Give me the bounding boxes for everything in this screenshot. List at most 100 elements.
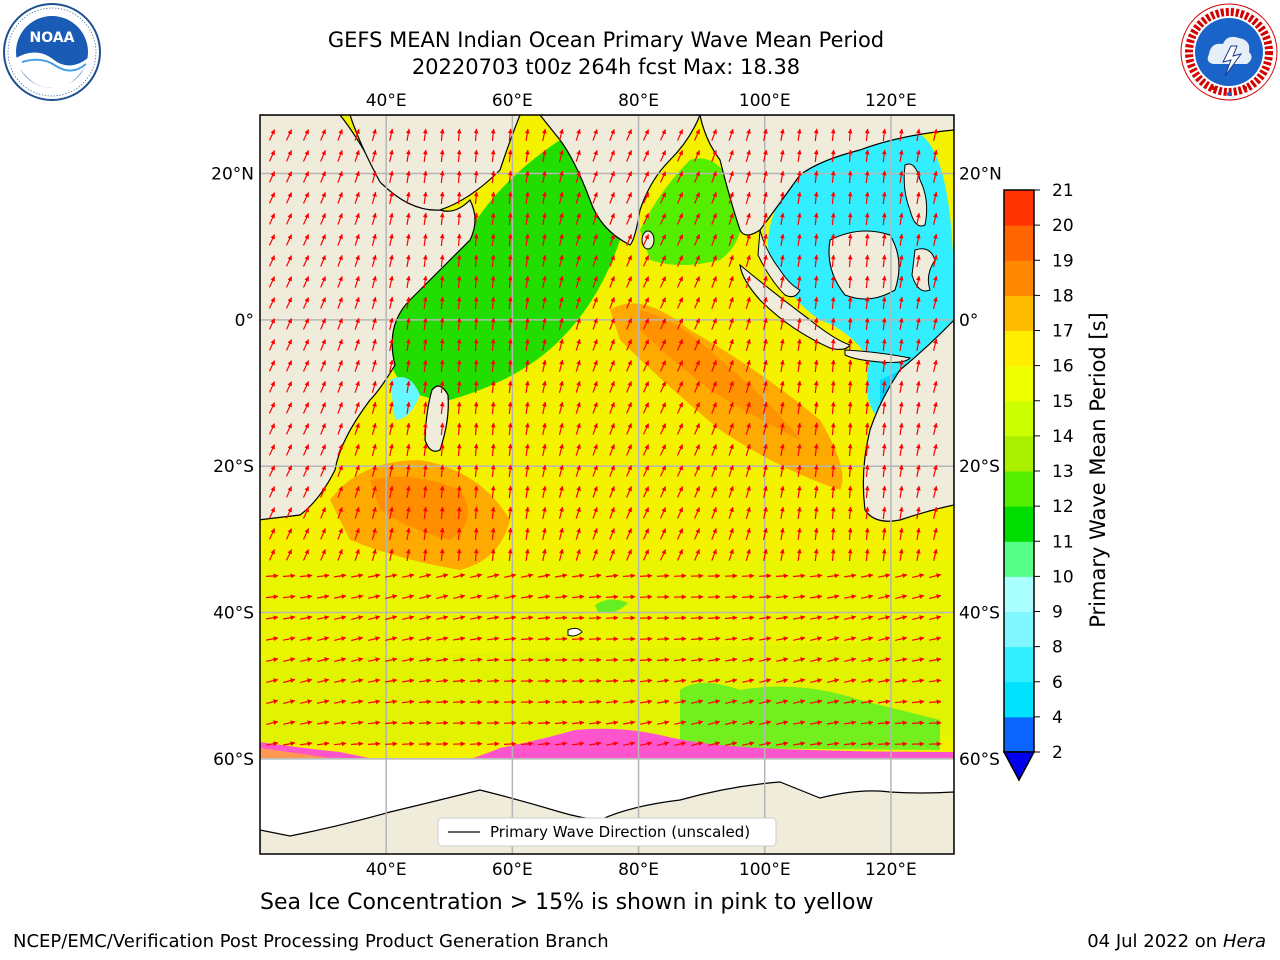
wave-arrow xyxy=(473,338,479,352)
wave-arrow xyxy=(898,485,904,498)
wave-arrow xyxy=(337,170,343,183)
wave-arrow xyxy=(623,699,636,705)
wave-arrow xyxy=(541,128,547,142)
wave-arrow xyxy=(830,464,836,478)
wave-arrow xyxy=(389,443,394,457)
wave-arrow xyxy=(524,149,530,162)
wave-arrow xyxy=(779,149,785,163)
wave-arrow xyxy=(929,615,942,620)
wave-arrow xyxy=(371,128,377,141)
wave-arrow xyxy=(524,380,530,393)
wave-arrow xyxy=(642,465,650,477)
wave-arrow xyxy=(843,594,857,600)
wave-arrow xyxy=(881,254,887,268)
wave-arrow xyxy=(742,699,755,704)
wave-arrow xyxy=(895,636,908,641)
wave-arrow xyxy=(367,720,381,726)
wave-arrow xyxy=(728,296,734,309)
wave-arrow xyxy=(881,464,887,478)
wave-arrow xyxy=(742,636,755,642)
wave-arrow xyxy=(813,548,819,562)
lat-tick-labels-left: 20°N 0° 20°S 40°S 60°S xyxy=(211,165,254,770)
wave-arrow xyxy=(537,657,551,663)
wave-arrow xyxy=(864,338,870,352)
wave-arrow xyxy=(337,191,343,204)
wave-arrow xyxy=(708,699,721,704)
wave-arrow xyxy=(592,317,598,330)
wave-arrow xyxy=(796,296,802,309)
wave-arrow xyxy=(317,636,330,641)
wave-arrow xyxy=(877,678,891,684)
noaa-logo-text: NOAA xyxy=(30,30,75,46)
wave-arrow xyxy=(711,506,717,519)
wave-arrow xyxy=(507,464,513,478)
wave-arrow xyxy=(796,233,802,246)
wave-arrow xyxy=(830,506,836,520)
sea-ice-caption: Sea Ice Concentration > 15% is shown in … xyxy=(260,890,874,915)
wave-arrow xyxy=(486,594,500,599)
wave-arrow xyxy=(724,594,738,600)
wave-arrow xyxy=(592,170,598,183)
wave-arrow xyxy=(367,678,381,684)
wave-arrow xyxy=(337,149,343,162)
wave-arrow xyxy=(779,548,785,562)
wave-arrow xyxy=(282,615,296,621)
wave-arrow xyxy=(575,338,581,351)
wave-arrow xyxy=(911,720,925,726)
wave-arrow xyxy=(367,741,381,747)
wave-arrow xyxy=(507,485,513,499)
wave-arrow xyxy=(792,573,806,579)
wave-arrow xyxy=(283,678,296,684)
wave-arrow xyxy=(763,338,768,351)
wave-arrow xyxy=(609,317,615,330)
wave-arrow xyxy=(694,318,700,330)
wave-arrow xyxy=(609,296,615,309)
wave-arrow xyxy=(554,573,568,579)
wave-arrow xyxy=(813,380,819,394)
wave-arrow xyxy=(507,317,513,331)
wave-arrow xyxy=(676,465,684,477)
wave-arrow xyxy=(265,636,279,642)
wave-arrow xyxy=(405,233,411,247)
wave-arrow xyxy=(894,741,908,747)
wave-arrow xyxy=(592,275,598,288)
wave-arrow xyxy=(592,422,598,435)
wave-arrow xyxy=(779,191,785,205)
wave-arrow xyxy=(659,360,667,372)
wave-arrow xyxy=(813,275,819,289)
wave-arrow xyxy=(847,212,853,226)
wave-arrow xyxy=(898,548,904,561)
wave-arrow xyxy=(537,636,551,642)
wave-arrow xyxy=(793,699,806,704)
wave-arrow xyxy=(473,506,479,520)
wave-arrow xyxy=(626,297,632,309)
wave-arrow xyxy=(626,150,632,162)
wave-arrow xyxy=(439,380,445,394)
wave-arrow xyxy=(847,338,853,352)
wave-arrow xyxy=(605,573,619,579)
wave-arrow xyxy=(456,506,462,520)
wave-arrow xyxy=(759,678,772,683)
wave-arrow xyxy=(320,528,326,540)
wave-arrow xyxy=(268,444,276,456)
wave-arrow xyxy=(439,464,445,478)
lon-tick-label-bottom: 60°E xyxy=(492,860,533,880)
wave-arrow xyxy=(541,443,547,457)
wave-arrow xyxy=(507,275,513,289)
wave-arrow xyxy=(881,359,887,373)
wave-arrow xyxy=(813,128,819,142)
wave-arrow xyxy=(673,699,687,705)
wave-arrow xyxy=(745,443,751,456)
wave-arrow xyxy=(354,212,360,225)
footer-date: 04 Jul 2022 on Hera xyxy=(1087,931,1266,952)
map-legend: Primary Wave Direction (unscaled) xyxy=(437,817,777,847)
wave-arrow xyxy=(622,657,636,663)
wave-arrow xyxy=(759,699,772,705)
wave-arrow xyxy=(741,594,755,600)
colorbar-tick-label: 9 xyxy=(1052,603,1063,623)
colorbar-tick-label: 8 xyxy=(1052,638,1063,658)
wave-arrow xyxy=(405,401,411,415)
wave-arrow xyxy=(368,615,381,620)
wave-arrow xyxy=(830,212,836,226)
wave-arrow xyxy=(694,171,700,183)
